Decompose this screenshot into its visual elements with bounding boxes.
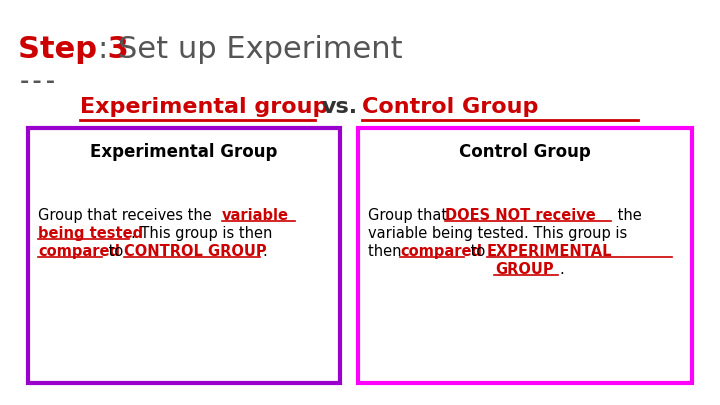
Text: .: .	[559, 262, 564, 277]
Text: .: .	[262, 244, 266, 259]
Text: DOES NOT receive: DOES NOT receive	[445, 208, 595, 223]
Text: GROUP: GROUP	[495, 262, 554, 277]
Text: to: to	[104, 244, 128, 259]
Text: . This group is then: . This group is then	[131, 226, 272, 241]
Text: Experimental Group: Experimental Group	[90, 143, 278, 161]
Text: : Set up Experiment: : Set up Experiment	[98, 35, 402, 64]
Text: the: the	[613, 208, 642, 223]
Text: Step 3: Step 3	[18, 35, 129, 64]
Text: Group that receives the: Group that receives the	[38, 208, 217, 223]
Text: Group that: Group that	[368, 208, 451, 223]
Text: Control Group: Control Group	[362, 97, 539, 117]
Text: EXPERIMENTAL: EXPERIMENTAL	[487, 244, 613, 259]
Text: then: then	[368, 244, 406, 259]
Text: ---: ---	[18, 72, 58, 92]
Text: CONTROL GROUP: CONTROL GROUP	[124, 244, 266, 259]
Text: variable: variable	[222, 208, 289, 223]
Text: vs.: vs.	[322, 97, 358, 117]
FancyBboxPatch shape	[358, 128, 692, 383]
FancyBboxPatch shape	[28, 128, 340, 383]
Text: Control Group: Control Group	[459, 143, 591, 161]
Text: being tested: being tested	[38, 226, 143, 241]
Text: Experimental group: Experimental group	[80, 97, 328, 117]
Text: compared: compared	[38, 244, 120, 259]
Text: variable being tested. This group is: variable being tested. This group is	[368, 226, 627, 241]
Text: compared: compared	[400, 244, 482, 259]
Text: to: to	[466, 244, 490, 259]
